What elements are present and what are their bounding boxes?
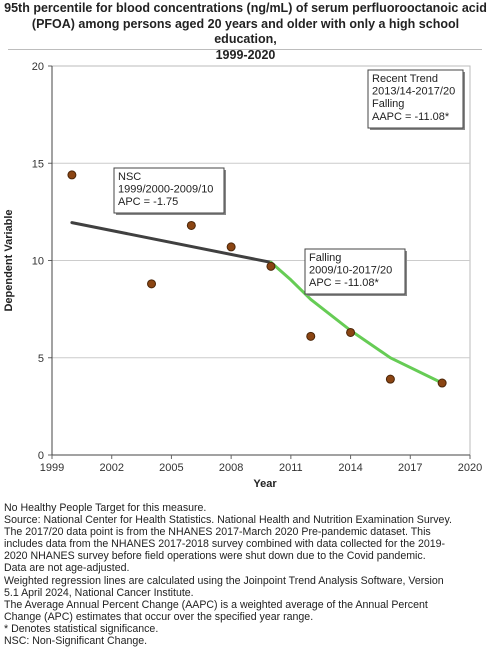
trend-line-1 <box>70 221 273 264</box>
footnote-line: Data are not age-adjusted. <box>4 562 130 575</box>
data-point <box>306 331 316 341</box>
chart: 0 5 10 15 20 1999 2002 2005 2008 2011 2014 2017 2020… <box>3 61 482 490</box>
footnote-line: includes data from the NHANES 2017-2018 … <box>4 538 446 551</box>
annotation-nsc-line: 1999/2000-2009/10 <box>118 184 213 196</box>
annotation-nsc-line: APC = -1.75 <box>118 196 178 208</box>
y-tick-label: 20 <box>32 61 44 73</box>
title-line: (PFOA) among persons aged 20 years and o… <box>31 16 460 47</box>
footnotes: No Healthy People Target for this measur… <box>4 502 488 647</box>
x-tick-label: 1999 <box>40 462 64 474</box>
annotation-recent-trend-line: AAPC = -11.08* <box>372 111 450 123</box>
footnote-line: No Healthy People Target for this measur… <box>4 502 207 514</box>
annotation-recent-trend-line: 2013/14-2017/20 <box>372 86 455 98</box>
footnote-line: Change (APC) estimates that occur over t… <box>4 610 314 623</box>
footnote-line: NSC: Non-Significant Change. <box>4 635 148 647</box>
footnote-line: Weighted regression lines are calculated… <box>4 574 444 587</box>
title-line: 1999-2020 <box>215 47 276 62</box>
x-tick-label: 2020 <box>458 462 482 474</box>
data-point <box>186 220 196 230</box>
data-point <box>226 242 236 252</box>
data-point <box>437 378 447 388</box>
footnote-line: 5.1 April 2024, National Cancer Institut… <box>4 586 194 599</box>
annotation-nsc-line: NSC <box>118 171 141 183</box>
chart-title: 95th percentile for blood concentrations… <box>0 1 491 63</box>
annotation-falling-line: APC = -11.08* <box>309 277 380 289</box>
x-tick-label: 2011 <box>279 462 303 474</box>
data-point <box>266 261 276 271</box>
x-tick-label: 2008 <box>219 462 243 474</box>
footnote-line: Source: National Center for Health Stati… <box>4 514 452 527</box>
x-tick-label: 2014 <box>338 462 362 474</box>
data-point <box>147 279 157 289</box>
y-tick-label: 15 <box>32 158 44 170</box>
title-divider <box>8 49 482 50</box>
x-tick-label: 2005 <box>159 462 183 474</box>
annotation-recent-trend-line: Falling <box>372 98 404 110</box>
y-tick-label: 10 <box>32 256 44 268</box>
annotation-recent-trend <box>367 69 464 129</box>
y-tick-label: 0 <box>38 450 44 462</box>
y-tick-label: 5 <box>38 353 44 365</box>
x-axis-label: Year <box>253 478 277 490</box>
data-point <box>385 374 395 384</box>
footnote-line: * Denotes statistical significance. <box>4 622 159 635</box>
annotation-falling-line: Falling <box>309 252 341 264</box>
annotation-falling-line: 2009/10-2017/20 <box>309 265 392 277</box>
x-tick-label: 2002 <box>99 462 123 474</box>
trend-line-2 <box>269 260 444 385</box>
footnote-line: 2020 NHANES survey before field operatio… <box>4 550 426 563</box>
annotation-falling <box>304 248 406 295</box>
annotation-recent-trend-line: Recent Trend <box>372 73 438 85</box>
footnote-line: The Average Annual Percent Change (AAPC)… <box>4 598 428 611</box>
x-tick-label: 2017 <box>398 462 422 474</box>
data-point <box>67 170 77 180</box>
annotation-nsc <box>113 167 225 214</box>
title-line: 95th percentile for blood concentrations… <box>4 1 487 15</box>
data-point <box>346 327 356 337</box>
footnote-line: The 2017/20 data point is from the NHANE… <box>4 526 431 539</box>
y-axis-label: Dependent Variable <box>3 209 15 311</box>
